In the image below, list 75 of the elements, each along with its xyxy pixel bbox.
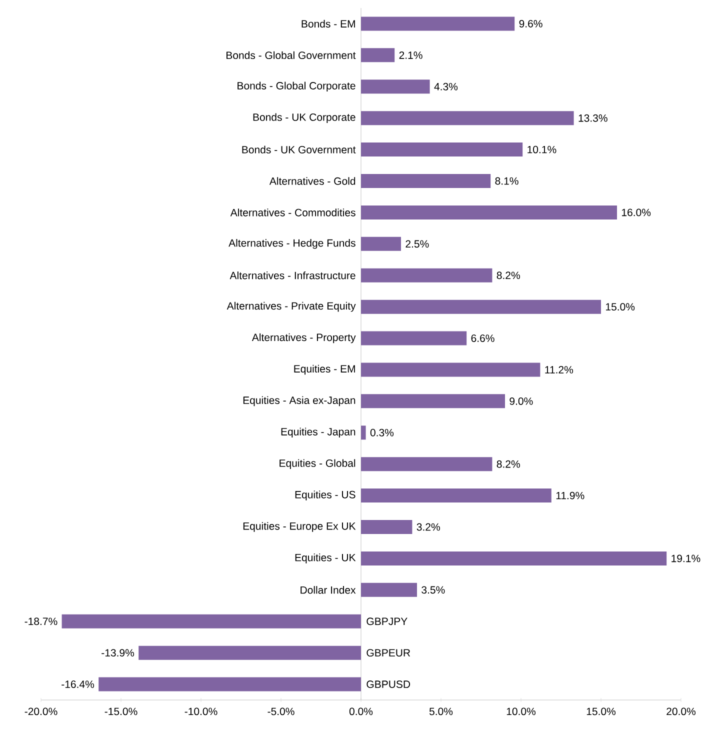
data-label: 0.3% [370, 428, 394, 436]
y-tick-label: Bonds - Global Corporate [238, 82, 356, 92]
bar [360, 520, 412, 534]
y-tick-label: Bonds - EM [302, 20, 355, 28]
x-tick-label: 5.0% [429, 708, 453, 716]
y-tick-label: Alternatives - Gold [269, 177, 356, 185]
y-tick-label: Equities - EM [294, 364, 355, 375]
x-tick-label: 20.0% [666, 708, 696, 716]
bar [62, 614, 361, 628]
data-label: 2.1% [399, 51, 422, 59]
data-label: 3.5% [422, 586, 445, 594]
y-tick-label: GBPEUR [366, 649, 410, 657]
data-label: 8.1% [495, 177, 518, 185]
data-label: 10.1% [528, 146, 556, 154]
bar [360, 205, 617, 220]
data-label: -13.9% [102, 649, 134, 657]
y-tick-label: Dollar Index [300, 586, 356, 594]
data-label: 8.2% [496, 460, 520, 468]
bar [360, 582, 417, 597]
x-tick-label: -20.0% [24, 708, 58, 716]
data-label: 3.2% [416, 523, 440, 531]
data-label: -18.7% [24, 618, 58, 626]
x-tick-label: 15.0% [586, 708, 616, 716]
bar [98, 677, 361, 692]
bar [360, 362, 540, 377]
bar [360, 488, 552, 503]
data-label: 13.3% [578, 114, 608, 122]
bar [360, 80, 430, 94]
data-label: 2.5% [406, 240, 429, 248]
x-tick-label: -5.0% [268, 708, 294, 716]
y-tick-label: Equities - Global [280, 459, 356, 469]
y-tick-label: Equities - UK [295, 554, 356, 564]
bar [138, 646, 361, 660]
data-label: -16.4% [62, 680, 94, 688]
x-tick-label: 0.0% [349, 708, 373, 716]
y-tick-label: Equities - Europe Ex UK [243, 522, 356, 532]
y-tick-label: Alternatives - Commodities [230, 208, 356, 216]
bar [360, 300, 601, 314]
bar [360, 48, 395, 62]
y-tick-label: Alternatives - Infrastructure [230, 272, 356, 280]
x-tick-label: 10.0% [506, 708, 536, 716]
data-label: 6.6% [471, 334, 494, 342]
y-tick-label: GBPUSD [366, 680, 410, 688]
y-tick-label: Alternatives - Private Equity [226, 302, 356, 312]
bar [360, 394, 505, 408]
y-tick-label: Alternatives - Property [252, 333, 356, 344]
y-tick-label: Equities - Asia ex-Japan [243, 396, 356, 406]
bar [360, 551, 667, 566]
bar [360, 426, 366, 440]
x-tick-label: -10.0% [184, 708, 218, 716]
bar [360, 236, 401, 251]
bar [360, 331, 467, 346]
data-label: 11.9% [556, 492, 584, 500]
bar [360, 16, 515, 31]
bar [360, 111, 574, 126]
data-label: 8.2% [496, 272, 520, 280]
y-tick-label: Bonds - UK Government [242, 146, 356, 154]
data-label: 19.1% [672, 554, 700, 562]
y-tick-label: Alternatives - Hedge Funds [228, 239, 356, 249]
y-tick-label: Equities - US [295, 490, 356, 500]
bar [360, 268, 492, 282]
data-label: 16.0% [622, 208, 651, 216]
bar [360, 142, 523, 157]
data-label: 9.6% [519, 20, 542, 28]
y-tick-label: GBPJPY [366, 618, 408, 626]
data-label: 9.0% [510, 397, 533, 405]
y-tick-label: Bonds - UK Corporate [253, 113, 356, 123]
bar [360, 457, 492, 472]
x-tick-label: -15.0% [104, 708, 138, 716]
data-label: 15.0% [606, 303, 635, 311]
data-label: 11.2% [545, 366, 574, 374]
y-tick-label: Bonds - Global Government [226, 51, 356, 60]
y-tick-label: Equities - Japan [281, 428, 356, 438]
data-label: 4.3% [434, 82, 458, 90]
bar [360, 174, 491, 188]
